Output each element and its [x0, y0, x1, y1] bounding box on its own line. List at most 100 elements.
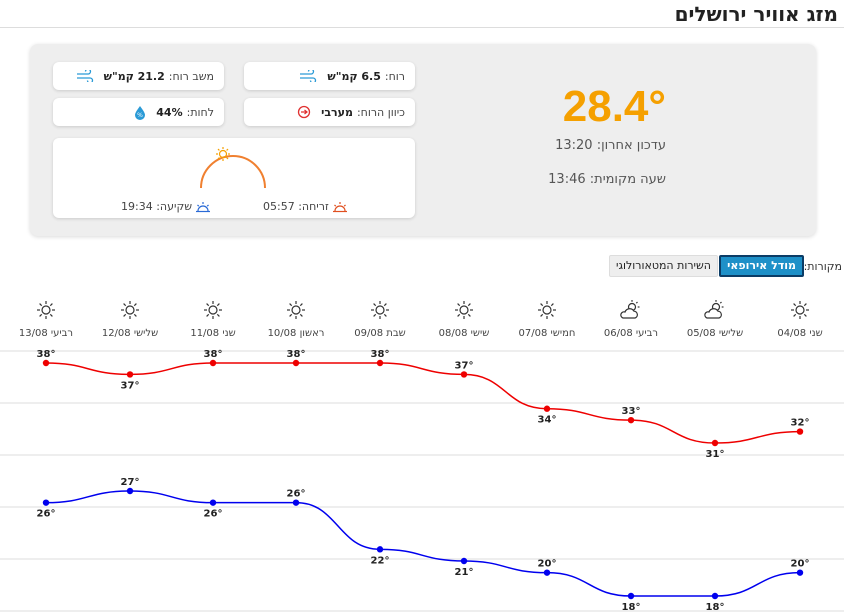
gust-pill: משב רוח: 21.2 קמ"ש — [53, 62, 224, 90]
data-label: 20° — [538, 559, 557, 570]
sunrise-icon — [332, 201, 347, 212]
source-european-model-button[interactable]: מודל אירופאי — [719, 255, 804, 277]
data-point — [543, 569, 551, 576]
data-label: 20° — [791, 559, 810, 570]
local-time-label: שעה מקומית: — [589, 172, 666, 187]
data-point — [126, 487, 134, 495]
forecast-day: ראשון 10/08 — [261, 300, 331, 339]
humidity-pill: לחות: 44% % — [53, 98, 224, 126]
forecast-day: שני 04/08 — [765, 300, 835, 339]
local-time-value: 13:46 — [548, 172, 586, 187]
forecast-day-label: שני 04/08 — [777, 328, 823, 339]
data-point — [209, 499, 217, 506]
wind-direction-pill: כיוון הרוח: מערבי — [244, 98, 415, 126]
svg-text:%: % — [137, 112, 143, 119]
current-weather-card: 28.4° עדכון אחרון: 13:20 שעה מקומית: 13:… — [30, 44, 816, 236]
sunset-label: שקיעה: — [156, 200, 193, 213]
data-label: 21° — [455, 567, 474, 578]
forecast-day-label: רביעי 06/08 — [603, 328, 659, 339]
data-point — [796, 569, 804, 576]
data-point — [460, 371, 468, 378]
last-updated-time: 13:20 — [555, 138, 593, 153]
current-temperature: 28.4° — [562, 82, 666, 131]
wind-direction-value: מערבי — [321, 105, 353, 119]
sun-times-box: זריחה: 05:57 שקיעה: 19:34 — [53, 138, 415, 218]
data-label: 38° — [287, 349, 306, 360]
humidity-drop-icon: % — [134, 105, 146, 120]
series-line — [45, 362, 801, 444]
sun-icon — [429, 300, 499, 324]
data-point — [42, 499, 50, 506]
humidity-value: 44% — [156, 105, 183, 119]
title-bar: מזג אוויר ירושלים — [0, 0, 844, 28]
sunrise-label: זריחה: — [298, 200, 329, 213]
sunset-icon — [196, 201, 211, 212]
data-point — [711, 439, 719, 447]
data-label: 37° — [455, 360, 474, 371]
data-point — [42, 359, 50, 367]
data-label: 26° — [37, 509, 56, 520]
forecast-day: שני 11/08 — [178, 300, 248, 339]
local-time: שעה מקומית: 13:46 — [548, 172, 666, 187]
data-label: 33° — [622, 406, 641, 417]
data-point — [627, 416, 635, 424]
forecast-day: רביעי 06/08 — [596, 300, 666, 339]
forecast-day: שלישי 12/08 — [95, 300, 165, 339]
wind-gust-icon — [76, 70, 94, 82]
gust-label: משב רוח: — [168, 69, 214, 83]
data-point — [543, 405, 551, 412]
sun-icon — [765, 300, 835, 324]
gust-value: 21.2 קמ"ש — [103, 69, 165, 83]
sunrise: זריחה: 05:57 — [263, 200, 348, 213]
data-point — [292, 359, 300, 367]
data-label: 38° — [37, 349, 56, 360]
sunrise-time: 05:57 — [263, 200, 295, 213]
forecast-day-label: שלישי 12/08 — [101, 328, 159, 339]
data-point — [126, 371, 134, 378]
source-meteorological-service-button[interactable]: השירות המטאורולוגי — [609, 255, 718, 277]
sun-icon — [11, 300, 81, 324]
forecast-day: שלישי 05/08 — [680, 300, 750, 339]
humidity-label: לחות: — [186, 105, 214, 119]
data-label: 18° — [706, 602, 725, 612]
forecast-day-label: רביעי 13/08 — [18, 328, 74, 339]
partly-cloudy-icon — [680, 300, 750, 324]
wind-direction-label: כיוון הרוח: — [356, 105, 405, 119]
sources-label: מקורות: — [803, 260, 842, 273]
data-label: 34° — [538, 415, 557, 426]
sun-icon — [512, 300, 582, 324]
forecast-day-label: שישי 08/08 — [438, 328, 490, 339]
sun-icon — [178, 300, 248, 324]
data-label: 38° — [204, 349, 223, 360]
wind-pill: רוח: 6.5 קמ"ש — [244, 62, 415, 90]
series-line — [45, 490, 801, 597]
data-point — [376, 546, 384, 553]
sunset: שקיעה: 19:34 — [121, 200, 211, 213]
forecast-day-label: ראשון 10/08 — [267, 328, 325, 339]
wind-label: רוח: — [384, 69, 405, 83]
data-point — [376, 359, 384, 367]
data-point — [292, 499, 300, 506]
data-label: 18° — [622, 602, 641, 612]
last-updated-label: עדכון אחרון: — [596, 138, 666, 153]
wind-icon — [299, 70, 317, 82]
forecast-day-label: שלישי 05/08 — [686, 328, 744, 339]
data-point — [209, 359, 217, 367]
last-updated: עדכון אחרון: 13:20 — [555, 138, 666, 153]
page-title: מזג אוויר ירושלים — [674, 2, 838, 26]
sun-icon — [261, 300, 331, 324]
wind-value: 6.5 קמ"ש — [327, 69, 381, 83]
forecast-day-label: שבת 09/08 — [354, 328, 406, 339]
forecast-day: רביעי 13/08 — [11, 300, 81, 339]
data-label: 26° — [204, 509, 223, 520]
data-label: 38° — [371, 349, 390, 360]
data-point — [627, 592, 635, 600]
sun-icon — [95, 300, 165, 324]
forecast-day-label: שני 11/08 — [190, 328, 236, 339]
data-label: 22° — [371, 555, 390, 566]
forecast-day: חמישי 07/08 — [512, 300, 582, 339]
data-label: 37° — [121, 380, 140, 391]
data-label: 27° — [121, 477, 140, 488]
forecast-day: שבת 09/08 — [345, 300, 415, 339]
